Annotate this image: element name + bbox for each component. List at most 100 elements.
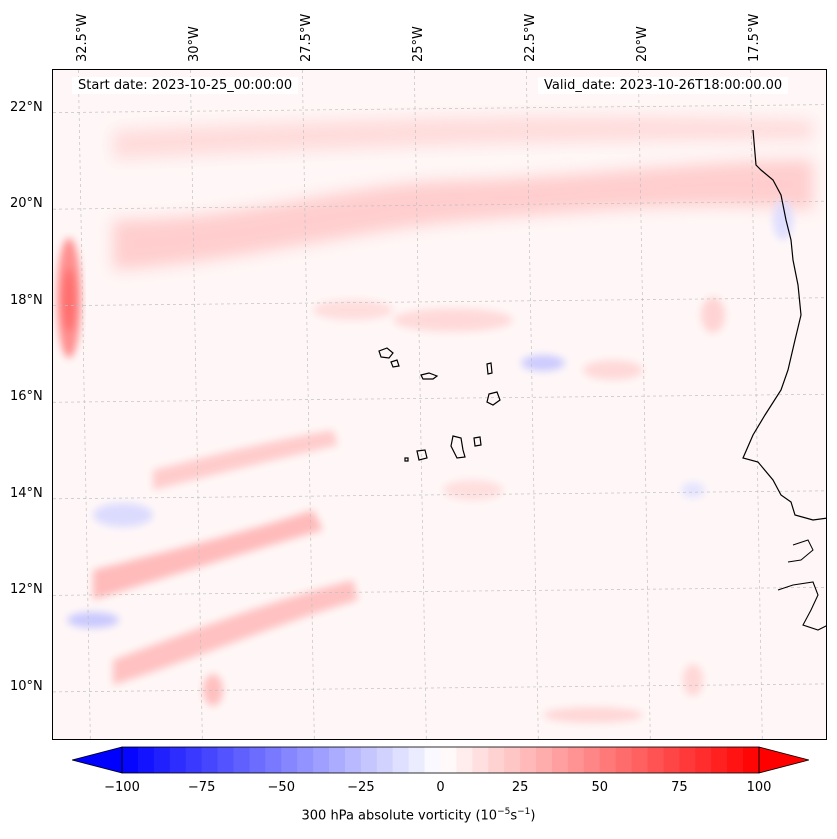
colorbar-cell — [265, 747, 282, 773]
meridian-line — [190, 70, 203, 739]
colorbar-cell — [615, 747, 633, 773]
colorbar-cell — [297, 747, 314, 773]
colorbar-cell — [217, 747, 234, 773]
latitude-label: 14°N — [10, 485, 43, 501]
graticule — [53, 70, 826, 739]
longitude-label: 20°W — [635, 26, 651, 62]
colorbar-extend-right — [758, 746, 809, 774]
colorbar-cell — [137, 747, 155, 773]
parallel-line — [53, 393, 826, 403]
longitude-label: 22.5°W — [523, 13, 539, 62]
colorbar-cell — [201, 747, 219, 773]
colorbar-cell — [249, 747, 266, 773]
colorbar-cell — [488, 747, 505, 773]
longitude-label: 25°W — [411, 26, 427, 62]
colorbar-cell — [599, 747, 617, 773]
start-date-label: Start date: 2023-10-25_00:00:00 — [72, 77, 299, 94]
colorbar-cell — [663, 747, 680, 773]
parallel-line — [53, 683, 826, 693]
island-sao-vicente — [390, 359, 400, 368]
positive-streak-sw-1 — [93, 510, 323, 600]
colorbar-cell — [344, 747, 362, 773]
island-santiago — [450, 435, 466, 459]
latitude-label: 16°N — [10, 389, 43, 405]
colorbar-cell — [313, 747, 330, 773]
colorbar-cell — [536, 747, 553, 773]
colorbar-tick-label: −50 — [267, 780, 295, 795]
colorbar-cell — [392, 747, 410, 773]
meridian-line — [301, 70, 315, 739]
valid-date-label: Valid_date: 2023-10-26T18:00:00.00 — [538, 77, 789, 94]
colorbar-cell — [440, 747, 457, 773]
meridian-line — [749, 70, 763, 739]
positive-streak-sw-3 — [153, 430, 338, 490]
island-maio — [473, 436, 482, 447]
colorbar-cell — [743, 747, 760, 773]
positive-band-north — [113, 160, 813, 270]
colorbar-cell — [583, 747, 601, 773]
colorbar-tick-label: −25 — [347, 780, 375, 795]
colorbar-cell — [456, 747, 473, 773]
island-brava — [404, 457, 409, 462]
colorbar-tick-label: 100 — [746, 780, 772, 795]
colorbar-tick-label: 0 — [436, 780, 445, 795]
island-santo-antao — [378, 347, 394, 359]
latitude-label: 22°N — [10, 99, 43, 115]
island-sal — [486, 362, 493, 375]
parallel-line — [53, 490, 826, 500]
positive-streak-sw-2 — [113, 580, 358, 685]
parallel-line — [53, 104, 826, 113]
meridian-line — [637, 70, 651, 739]
colorbar-cell — [504, 747, 521, 773]
colorbar-cell — [185, 747, 203, 773]
meridian-line — [413, 70, 427, 739]
colorbar-cell — [631, 747, 649, 773]
longitude-label: 17.5°W — [747, 13, 763, 62]
colorbar-cell — [727, 747, 744, 773]
colorbar-tick-label: −75 — [187, 780, 216, 795]
colorbar-cell — [711, 747, 728, 773]
colorbar-cell — [169, 747, 187, 773]
colorbar-cell — [520, 747, 537, 773]
latitude-label: 12°N — [10, 582, 43, 598]
positive-spot-1 — [203, 674, 223, 706]
colorbar-cell — [329, 747, 346, 773]
cape-verde-islands — [378, 347, 501, 462]
longitude-label: 27.5°W — [299, 13, 315, 62]
colorbar-tick-label: 50 — [591, 780, 609, 795]
colorbar — [72, 746, 809, 774]
island-sao-nicolau — [420, 372, 439, 380]
positive-band-upper — [113, 115, 813, 160]
negative-patch-sw — [67, 612, 119, 628]
colorbar-cell — [153, 747, 171, 773]
colorbar-cell — [360, 747, 378, 773]
colorbar-label: 300 hPa absolute vorticity (10−5s−1) — [301, 807, 536, 824]
meridian-line — [78, 70, 91, 739]
colorbar-cell — [679, 747, 696, 773]
colorbar-cell — [376, 747, 394, 773]
colorbar-cell — [408, 747, 426, 773]
colorbar-cell — [647, 747, 664, 773]
latitude-label: 10°N — [10, 678, 43, 694]
negative-patch-center — [521, 355, 565, 371]
vorticity-field — [53, 70, 826, 739]
colorbar-cell — [233, 747, 250, 773]
colorbar-cell — [281, 747, 298, 773]
colorbar-cell — [567, 747, 585, 773]
island-fogo — [416, 449, 428, 461]
colorbar-cell — [695, 747, 712, 773]
island-boa-vista — [486, 391, 501, 406]
map-panel[interactable] — [52, 69, 827, 740]
colorbar-cell — [472, 747, 489, 773]
parallel-line — [53, 587, 826, 596]
latitude-label: 20°N — [10, 196, 43, 212]
latitude-label: 18°N — [10, 292, 43, 308]
negative-patch-w — [93, 503, 153, 527]
colorbar-cell — [122, 747, 139, 773]
meridian-line — [525, 70, 539, 739]
longitude-label: 32.5°W — [75, 13, 91, 62]
colorbar-tick-label: −100 — [104, 780, 140, 795]
colorbar-tick-label: 25 — [511, 780, 529, 795]
longitude-label: 30°W — [187, 26, 203, 62]
colorbar-tick-label: 75 — [671, 780, 688, 795]
